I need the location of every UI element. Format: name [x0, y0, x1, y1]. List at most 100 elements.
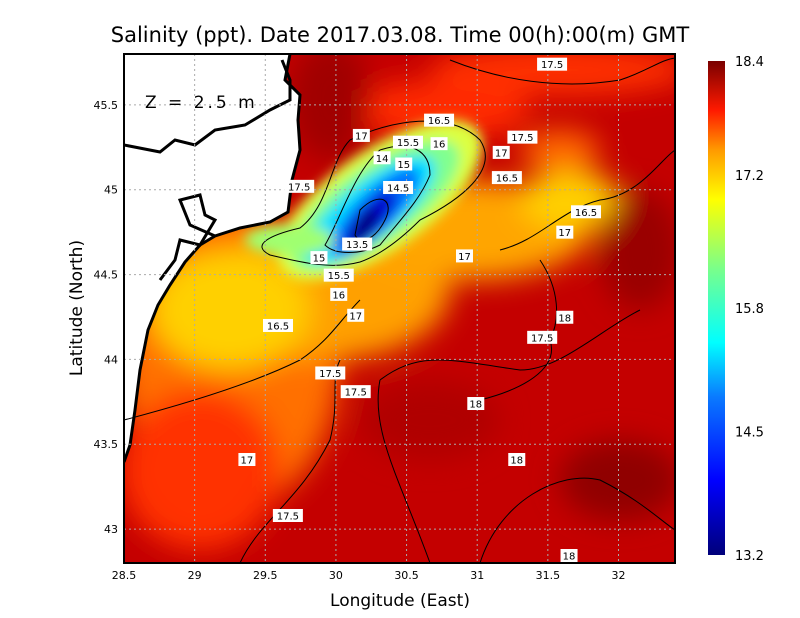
contour-label-text: 18	[563, 552, 576, 563]
contour-label: 13.5	[342, 237, 373, 251]
colorbar-tick-label: 13.2	[735, 549, 764, 564]
contour-label: 15	[310, 251, 328, 265]
contour-label-box	[310, 251, 328, 265]
contour-label-box	[347, 308, 365, 322]
contour-label-box	[262, 318, 293, 332]
contour-label: 17.5	[315, 366, 346, 380]
contour-label-box	[352, 128, 370, 142]
contour-label: 17	[238, 453, 256, 467]
contour-labels: 17.51716.51615.51514.51417.51716.517.516…	[238, 57, 601, 563]
contour-label-text: 17	[495, 148, 508, 159]
contour-label-box	[455, 249, 473, 263]
plot-frame	[123, 53, 676, 564]
x-tick-label: 32	[611, 569, 625, 582]
contour-label-box	[492, 145, 510, 159]
contour-label: 17	[455, 249, 473, 263]
contour-label-box	[424, 113, 455, 127]
colorbar	[708, 61, 725, 555]
colorbar-tick-label: 17.2	[735, 169, 764, 184]
x-axis-label: Longitude (East)	[330, 591, 470, 611]
contour-label: 16	[330, 287, 348, 301]
contour-label-text: 18	[469, 400, 482, 411]
contour-label: 17.5	[340, 385, 371, 399]
contour-label-text: 15.5	[397, 138, 419, 149]
contour-label-text: 17.5	[345, 388, 367, 399]
contour-label: 18	[467, 397, 485, 411]
contour-label: 16.5	[424, 113, 455, 127]
contour-label-text: 18	[558, 313, 571, 324]
contour-label-box	[284, 179, 315, 193]
contour-label-box	[323, 268, 354, 282]
y-tick-label: 45.5	[94, 99, 119, 112]
contour-label-text: 17.5	[511, 133, 533, 144]
depth-annotation: Z = 2.5 m	[145, 93, 258, 113]
contour-label-text: 17.5	[541, 60, 563, 71]
y-tick-label: 44	[104, 353, 118, 366]
contour-label-box	[392, 135, 423, 149]
colorbar-ticks: 18.4 17.2 15.8 14.5 13.2	[735, 55, 764, 564]
contour-label-text: 16.5	[575, 208, 597, 219]
contour-label-box	[342, 237, 373, 251]
contour-label: 16.5	[570, 205, 601, 219]
contour-label-box	[556, 225, 574, 239]
contour-label: 15.5	[323, 268, 354, 282]
y-tick-label: 43.5	[94, 438, 119, 451]
contour-label: 17.5	[284, 179, 315, 193]
contour-label: 17	[347, 308, 365, 322]
contour-label-text: 17.5	[277, 511, 299, 522]
contour-label-text: 17	[349, 311, 362, 322]
contour-label: 14.5	[383, 180, 414, 194]
land-mass	[124, 54, 300, 462]
contour-label-text: 16.5	[428, 116, 450, 127]
chart-title: Salinity (ppt). Date 2017.03.08. Time 00…	[111, 23, 690, 47]
contour-label-box	[560, 549, 578, 562]
delta-coastline	[158, 193, 218, 281]
contour-label: 15.5	[392, 135, 423, 149]
colorbar-tick-label: 18.4	[735, 55, 764, 70]
contour-label: 14	[373, 151, 391, 165]
y-tick-label: 43	[104, 523, 118, 536]
contour-label: 16.5	[491, 171, 522, 185]
contour-label-text: 16.5	[496, 174, 518, 185]
contour-label: 17.5	[537, 57, 568, 71]
contour-label-box	[467, 397, 485, 411]
x-tick-label: 31.5	[536, 569, 561, 582]
contour-label: 17	[492, 145, 510, 159]
contour-label: 17	[556, 225, 574, 239]
contour-label: 17.5	[272, 508, 303, 522]
colorbar-tick-label: 15.8	[735, 302, 764, 317]
contour-label-text: 16.5	[267, 321, 289, 332]
y-axis-label: Latitude (North)	[67, 240, 87, 376]
contour-label: 15	[395, 157, 413, 171]
y-tick-label: 44.5	[94, 269, 119, 282]
x-tick-label: 30.5	[394, 569, 419, 582]
contour-label-text: 17	[558, 228, 571, 239]
contour-label-box	[238, 453, 256, 467]
contour-label: 17	[352, 128, 370, 142]
contour-label-text: 17.5	[319, 369, 341, 380]
contour-label: 17.5	[507, 130, 538, 144]
x-tick-label: 31	[470, 569, 484, 582]
contour-label: 18	[556, 310, 574, 324]
contour-label-text: 13.5	[346, 240, 368, 251]
contour-label-box	[508, 453, 526, 467]
contour-label-text: 15.5	[328, 271, 350, 282]
y-tick-label: 45	[104, 184, 118, 197]
contour-label-box	[383, 180, 414, 194]
x-tick-label: 29	[188, 569, 202, 582]
contour-label-text: 16	[433, 140, 446, 151]
x-tick-label: 29.5	[253, 569, 278, 582]
x-axis-ticks: 28.5 29 29.5 30 30.5 31 31.5 32	[112, 569, 626, 582]
contour-label-text: 17	[355, 131, 368, 142]
contour-label-box	[373, 151, 391, 165]
contour-label: 16.5	[262, 318, 293, 332]
contour-label-text: 14	[376, 154, 389, 165]
contour-label-box	[272, 508, 303, 522]
contour-label-box	[315, 366, 346, 380]
contour-label-box	[430, 137, 448, 151]
colorbar-tick-label: 14.5	[735, 426, 764, 441]
contour-label-box	[537, 57, 568, 71]
contour-label-box	[556, 310, 574, 324]
